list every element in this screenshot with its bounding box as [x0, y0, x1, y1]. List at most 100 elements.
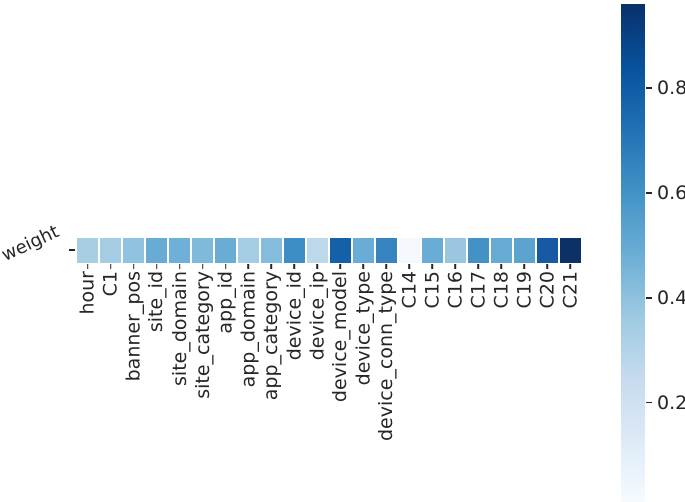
heatmap-column: C20 — [536, 238, 558, 308]
x-tick-mark — [385, 264, 388, 269]
x-tick-mark — [431, 264, 434, 269]
x-tick-label: hour — [76, 271, 99, 315]
x-tick-mark — [201, 264, 204, 269]
heatmap-cell — [490, 238, 512, 263]
x-tick-mark — [454, 264, 457, 269]
x-tick-mark — [270, 264, 273, 269]
colorbar-tick-label: 0.8 — [657, 76, 685, 99]
heatmap-cell — [513, 238, 535, 263]
colorbar-tick-mark — [646, 401, 652, 404]
heatmap-column: site_domain — [168, 238, 191, 386]
x-tick-mark — [316, 264, 319, 269]
heatmap-column: app_id — [214, 238, 237, 334]
heatmap-cell — [329, 238, 352, 263]
heatmap-cell — [99, 238, 122, 263]
colorbar-tick-mark — [646, 296, 652, 299]
colorbar-tick-label: 0.6 — [657, 181, 685, 204]
heatmap-column: site_category — [191, 238, 214, 399]
colorbar-tick-label: 0.4 — [657, 286, 685, 309]
x-tick-label: C16 — [444, 271, 467, 309]
x-tick-mark — [247, 264, 250, 269]
x-tick-label: app_category — [260, 271, 283, 401]
y-tick-label-weight: weight — [0, 221, 63, 266]
x-tick-mark — [178, 264, 181, 269]
x-tick-mark — [224, 264, 227, 269]
heatmap-cell — [214, 238, 237, 263]
x-tick-mark — [109, 264, 112, 269]
heatmap-cell — [467, 238, 489, 263]
x-tick-mark — [293, 264, 296, 269]
colorbar — [621, 4, 645, 502]
x-tick-label: site_category — [191, 271, 214, 399]
heatmap-cell — [421, 238, 443, 263]
heatmap-column: C1 — [99, 238, 122, 296]
heatmap-column: site_id — [145, 238, 168, 332]
x-tick-mark — [546, 264, 549, 269]
x-tick-mark — [477, 264, 480, 269]
heatmap-column: hour — [77, 238, 99, 315]
heatmap-cell — [352, 238, 374, 263]
heatmap-column: device_id — [283, 238, 306, 360]
x-tick-mark — [408, 264, 411, 269]
x-tick-mark — [155, 264, 158, 269]
heatmap-column: C15 — [421, 238, 443, 308]
x-tick-label: app_domain — [237, 271, 260, 388]
x-tick-label: device_ip — [306, 271, 329, 361]
heatmap-column: device_model — [329, 238, 352, 402]
x-tick-label: device_conn_type — [375, 271, 398, 442]
heatmap-cell — [191, 238, 214, 263]
x-tick-mark — [132, 264, 135, 269]
x-tick-label: C21 — [559, 271, 582, 309]
colorbar-tick-mark — [646, 87, 652, 89]
colorbar-tick-mark — [646, 192, 652, 194]
x-tick-label: C20 — [536, 271, 559, 309]
x-tick-label: C1 — [99, 271, 122, 297]
heatmap-cell — [398, 238, 420, 263]
x-tick-mark — [523, 264, 526, 269]
heatmap-column: app_domain — [237, 238, 260, 387]
heatmap-column: device_type — [352, 238, 374, 385]
x-tick-label: device_type — [352, 271, 375, 386]
heatmap-column: device_ip — [306, 238, 329, 360]
heatmap-column: C16 — [444, 238, 466, 308]
x-tick-label: banner_pos — [122, 271, 145, 382]
x-tick-mark — [339, 264, 342, 269]
x-tick-label: app_id — [214, 271, 237, 334]
x-tick-label: device_model — [329, 271, 352, 403]
heatmap-cell — [145, 238, 168, 263]
x-tick-mark — [569, 264, 572, 269]
heatmap-cell — [237, 238, 260, 263]
heatmap-cell — [559, 238, 581, 263]
heatmap-cell — [306, 238, 329, 263]
heatmap-cell — [444, 238, 466, 263]
heatmap-column: banner_pos — [122, 238, 145, 381]
x-tick-mark — [86, 264, 89, 269]
x-tick-label: C17 — [467, 271, 490, 309]
x-tick-mark — [362, 264, 365, 269]
heatmap-cell — [260, 238, 283, 263]
x-tick-label: site_id — [145, 271, 168, 333]
heatmap-column: device_conn_type — [375, 238, 397, 441]
heatmap-cell — [77, 238, 99, 263]
heatmap-cell — [375, 238, 397, 263]
heatmap-column: app_category — [260, 238, 283, 400]
heatmap-column: C21 — [559, 238, 581, 308]
colorbar-tick-label: 0.2 — [657, 391, 685, 414]
heatmap-cell — [168, 238, 191, 263]
x-tick-label: C19 — [513, 271, 536, 309]
x-tick-label: C18 — [490, 271, 513, 309]
x-tick-label: site_domain — [168, 271, 191, 386]
x-tick-mark — [500, 264, 503, 269]
heatmap-cell — [283, 238, 306, 263]
y-tick-mark — [69, 249, 75, 251]
heatmap-cell — [122, 238, 145, 263]
heatmap-column: C14 — [398, 238, 420, 308]
x-tick-label: C15 — [421, 271, 444, 309]
heatmap-row: hour C1 banner_pos site_id site_domain site_c… — [77, 238, 581, 441]
heatmap-column: C17 — [467, 238, 489, 308]
heatmap-column: C18 — [490, 238, 512, 308]
x-tick-label: device_id — [283, 271, 306, 361]
heatmap-cell — [536, 238, 558, 263]
x-tick-label: C14 — [398, 271, 421, 309]
